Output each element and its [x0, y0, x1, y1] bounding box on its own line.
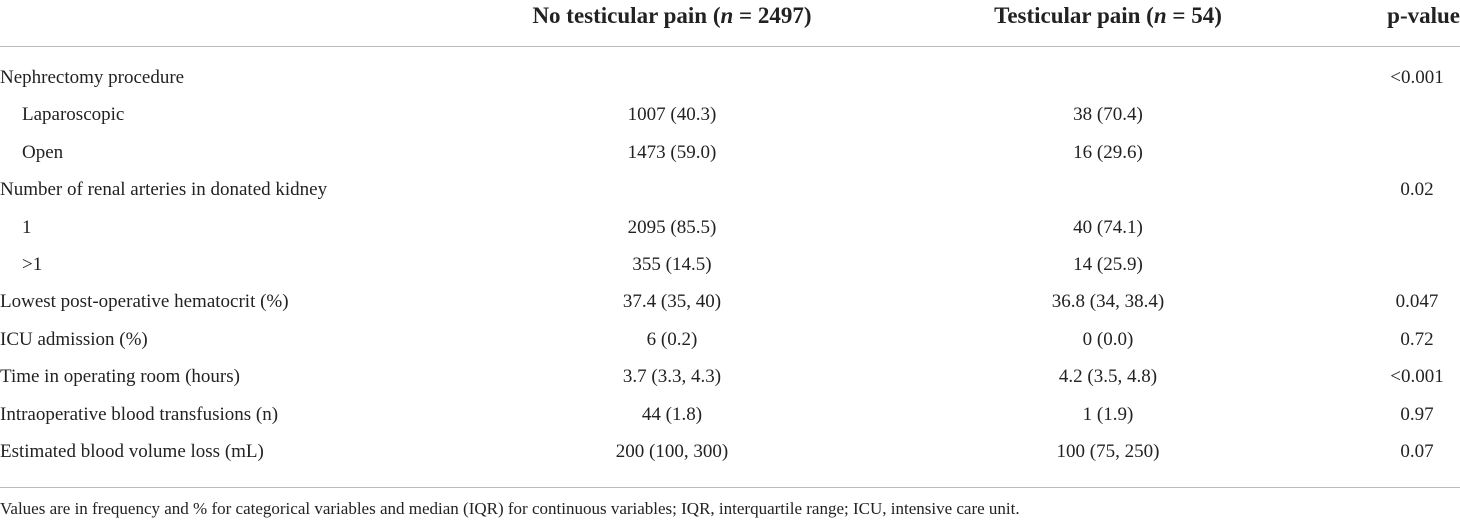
row-label: Lowest post-operative hematocrit (%)	[0, 291, 289, 313]
row-label: Intraoperative blood transfusions (n)	[0, 403, 279, 425]
row-label: Estimated blood volume loss (mL)	[0, 441, 264, 462]
row-label: Time in operating room (hours)	[0, 366, 240, 388]
p-value: 0.72	[1400, 328, 1434, 350]
cell-value: 14 (25.9)	[1073, 254, 1143, 275]
cell-value: 1 (1.9)	[1082, 403, 1134, 425]
p-value: <0.001	[1390, 67, 1444, 88]
p-value: 0.02	[1400, 179, 1434, 201]
row-label: Number of renal arteries in donated kidn…	[0, 179, 328, 201]
p-value: 0.047	[1395, 291, 1439, 313]
column-header: No testicular pain (n = 2497)	[532, 2, 811, 30]
header-text: n	[720, 3, 734, 28]
cell-value: 1473 (59.0)	[627, 141, 717, 163]
sub-row-label: 1	[22, 216, 32, 238]
p-value: <0.001	[1390, 366, 1444, 388]
cell-value: 16 (29.6)	[1073, 141, 1143, 163]
column-header: p-value	[1387, 2, 1460, 30]
cell-value: 40 (74.1)	[1073, 216, 1143, 238]
sub-row-label: Open	[22, 141, 64, 163]
footnote: Values are in frequency and % for catego…	[0, 499, 1020, 518]
header-text: p-value	[1387, 3, 1460, 28]
cell-value: 2095 (85.5)	[627, 216, 717, 238]
column-header: Testicular pain (n = 54)	[994, 2, 1222, 30]
cell-value: 4.2 (3.5, 4.8)	[1058, 366, 1158, 388]
cell-value: 0 (0.0)	[1082, 328, 1134, 350]
header-text: = 54)	[1166, 3, 1222, 28]
cell-value: 3.7 (3.3, 4.3)	[622, 366, 722, 388]
header-text: n	[1153, 3, 1167, 28]
row-label: ICU admission (%)	[0, 328, 148, 350]
header-text: = 2497)	[733, 3, 812, 28]
cell-value: 1007 (40.3)	[627, 104, 717, 126]
p-value: 0.07	[1400, 441, 1434, 462]
header-text: Testicular pain (	[994, 3, 1154, 28]
cell-value: 44 (1.8)	[641, 403, 703, 425]
cell-value: 100 (75, 250)	[1056, 441, 1160, 462]
header-rule	[0, 46, 1460, 47]
header-text: No testicular pain (	[532, 3, 721, 28]
bottom-rule	[0, 487, 1460, 488]
p-value: 0.97	[1400, 403, 1434, 425]
cell-value: 355 (14.5)	[632, 254, 712, 275]
cell-value: 38 (70.4)	[1073, 104, 1143, 126]
cell-value: 200 (100, 300)	[615, 441, 729, 462]
cell-value: 6 (0.2)	[646, 328, 698, 350]
sub-row-label: >1	[22, 254, 43, 275]
cell-value: 36.8 (34, 38.4)	[1051, 291, 1165, 313]
row-label: Nephrectomy procedure	[0, 67, 185, 88]
sub-row-label: Laparoscopic	[22, 104, 125, 126]
cell-value: 37.4 (35, 40)	[622, 291, 722, 313]
